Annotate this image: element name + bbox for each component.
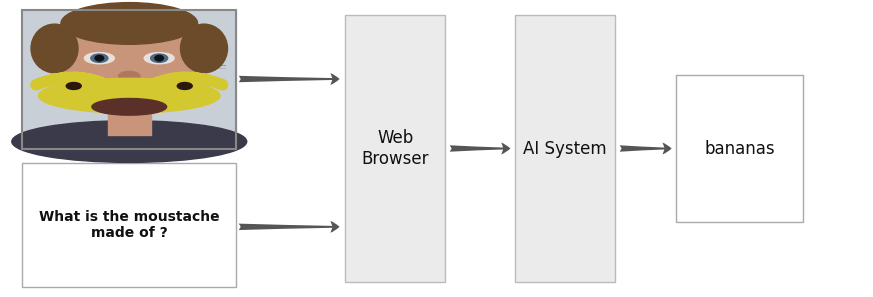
Bar: [23, 10, 236, 148]
FancyBboxPatch shape: [515, 15, 615, 282]
Ellipse shape: [151, 54, 168, 62]
FancyArrowPatch shape: [36, 77, 127, 97]
Ellipse shape: [85, 53, 114, 64]
Ellipse shape: [91, 54, 108, 62]
Text: What is the moustache
made of ?: What is the moustache made of ?: [39, 210, 220, 241]
Ellipse shape: [95, 56, 104, 61]
FancyBboxPatch shape: [345, 15, 445, 282]
Ellipse shape: [181, 24, 228, 73]
FancyArrowPatch shape: [132, 77, 223, 97]
Text: bananas: bananas: [704, 140, 774, 157]
Text: 7'0: 7'0: [182, 52, 196, 62]
Ellipse shape: [119, 71, 140, 81]
Ellipse shape: [31, 24, 78, 73]
FancyBboxPatch shape: [677, 75, 802, 222]
Ellipse shape: [66, 83, 81, 89]
Ellipse shape: [12, 121, 247, 162]
Ellipse shape: [61, 3, 197, 44]
Text: Web
Browser: Web Browser: [361, 129, 429, 168]
Bar: [108, 107, 151, 135]
Ellipse shape: [144, 53, 174, 64]
FancyBboxPatch shape: [23, 163, 236, 287]
Text: AI System: AI System: [523, 140, 607, 157]
Ellipse shape: [38, 78, 220, 113]
Ellipse shape: [155, 56, 163, 61]
Ellipse shape: [177, 83, 192, 89]
Ellipse shape: [63, 21, 196, 115]
Ellipse shape: [92, 99, 167, 115]
